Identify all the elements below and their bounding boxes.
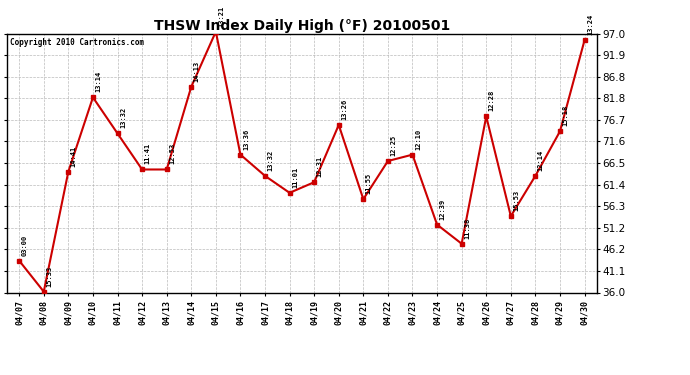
Text: 13:36: 13:36 bbox=[243, 128, 249, 150]
Text: 12:10: 12:10 bbox=[415, 128, 421, 150]
Text: 13:26: 13:26 bbox=[341, 99, 347, 120]
Text: 15:53: 15:53 bbox=[513, 190, 520, 211]
Text: 13:14: 13:14 bbox=[95, 71, 101, 92]
Text: 12:28: 12:28 bbox=[489, 90, 495, 111]
Title: THSW Index Daily High (°F) 20100501: THSW Index Daily High (°F) 20100501 bbox=[154, 19, 450, 33]
Text: 14:41: 14:41 bbox=[71, 145, 77, 166]
Text: 11:38: 11:38 bbox=[464, 217, 470, 238]
Text: 15:33: 15:33 bbox=[46, 265, 52, 286]
Text: 12:25: 12:25 bbox=[391, 135, 396, 156]
Text: 15:18: 15:18 bbox=[562, 105, 569, 126]
Text: 13:21: 13:21 bbox=[218, 5, 224, 27]
Text: Copyright 2010 Cartronics.com: Copyright 2010 Cartronics.com bbox=[10, 38, 144, 46]
Text: 11:41: 11:41 bbox=[145, 143, 150, 164]
Text: 13:32: 13:32 bbox=[268, 150, 273, 171]
Text: 12:31: 12:31 bbox=[317, 156, 323, 177]
Text: 13:32: 13:32 bbox=[120, 107, 126, 128]
Text: 03:00: 03:00 bbox=[21, 234, 28, 256]
Text: 11:55: 11:55 bbox=[366, 173, 372, 194]
Text: 11:01: 11:01 bbox=[292, 166, 298, 188]
Text: 14:13: 14:13 bbox=[194, 60, 199, 82]
Text: 13:24: 13:24 bbox=[587, 14, 593, 35]
Text: 12:14: 12:14 bbox=[538, 150, 544, 171]
Text: 12:53: 12:53 bbox=[169, 143, 175, 164]
Text: 12:39: 12:39 bbox=[440, 198, 446, 219]
